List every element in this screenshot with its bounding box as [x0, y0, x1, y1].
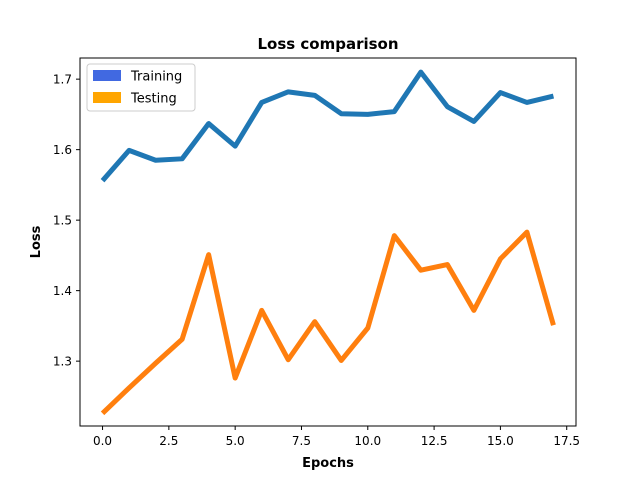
x-tick-label: 0.0 — [93, 434, 112, 448]
legend-swatch-training — [93, 70, 121, 81]
legend-label-testing: Testing — [130, 92, 177, 107]
y-tick-label: 1.5 — [53, 214, 72, 228]
x-tick-label: 15.0 — [487, 434, 514, 448]
x-tick-label: 10.0 — [354, 434, 381, 448]
y-tick-label: 1.3 — [53, 355, 72, 369]
legend-swatch-testing — [93, 92, 121, 103]
plot-area-frame — [79, 57, 577, 427]
series-lines — [100, 69, 556, 416]
y-axis-label: Loss — [29, 225, 44, 258]
y-axis-ticks: 1.3 1.4 1.5 1.6 1.7 — [53, 73, 80, 369]
series-line-training — [100, 69, 555, 183]
x-tick-label: 2.5 — [159, 434, 178, 448]
y-tick-label: 1.7 — [53, 73, 72, 87]
chart-title: Loss comparison — [257, 35, 398, 53]
y-tick-label: 1.4 — [53, 284, 72, 298]
x-axis-ticks: 0.0 2.5 5.0 7.5 10.0 12.5 15.0 17.5 — [93, 426, 580, 448]
y-tick-label: 1.6 — [53, 143, 72, 157]
x-axis-label: Epochs — [302, 456, 354, 471]
x-tick-label: 12.5 — [421, 434, 448, 448]
x-tick-label: 5.0 — [226, 434, 245, 448]
x-tick-label: 17.5 — [553, 434, 580, 448]
series-line-testing — [100, 229, 556, 416]
x-tick-label: 7.5 — [292, 434, 311, 448]
legend: Training Testing — [86, 63, 196, 112]
legend-label-training: Training — [130, 70, 182, 85]
